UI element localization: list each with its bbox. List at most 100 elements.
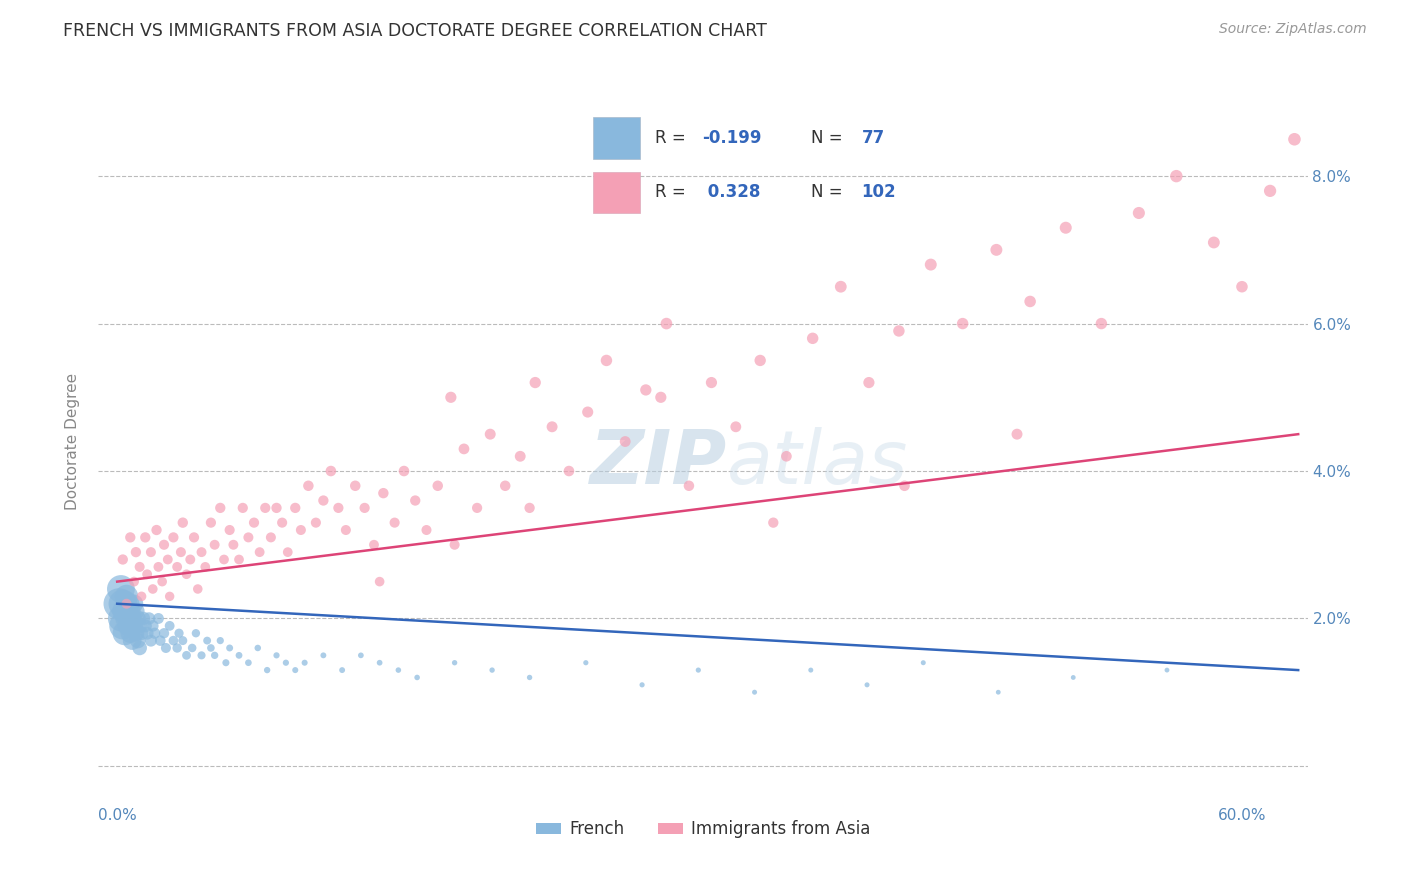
Point bbox=[127, 633, 149, 648]
Point bbox=[243, 516, 266, 530]
Point bbox=[294, 656, 316, 670]
Text: atlas: atlas bbox=[727, 427, 908, 500]
Point bbox=[153, 538, 176, 552]
Point bbox=[277, 545, 299, 559]
Point bbox=[350, 648, 373, 663]
Point bbox=[128, 640, 150, 655]
Point bbox=[204, 648, 226, 663]
Point bbox=[373, 486, 395, 500]
Point bbox=[260, 530, 283, 544]
Point bbox=[328, 500, 350, 515]
Point bbox=[762, 516, 785, 530]
Point bbox=[212, 552, 235, 566]
Y-axis label: Doctorate Degree: Doctorate Degree bbox=[65, 373, 80, 510]
Point bbox=[115, 611, 138, 625]
Point bbox=[150, 574, 173, 589]
Point bbox=[246, 640, 269, 655]
Point bbox=[122, 574, 145, 589]
Point bbox=[187, 582, 209, 596]
Point bbox=[179, 552, 201, 566]
Point bbox=[114, 626, 136, 640]
Point bbox=[190, 545, 212, 559]
Point bbox=[142, 582, 165, 596]
Point bbox=[800, 663, 823, 677]
Point bbox=[305, 516, 328, 530]
Point bbox=[190, 648, 212, 663]
Point bbox=[176, 648, 198, 663]
Point bbox=[143, 626, 166, 640]
Point bbox=[271, 516, 294, 530]
Point bbox=[131, 626, 153, 640]
Point bbox=[115, 597, 138, 611]
Point bbox=[312, 648, 335, 663]
Point bbox=[120, 626, 142, 640]
Point bbox=[987, 685, 1010, 699]
Point bbox=[209, 500, 232, 515]
Point bbox=[312, 493, 335, 508]
Point bbox=[194, 560, 217, 574]
Point bbox=[218, 640, 240, 655]
Point bbox=[440, 390, 463, 404]
Point bbox=[524, 376, 547, 390]
Point bbox=[519, 670, 541, 684]
Point bbox=[284, 663, 307, 677]
Point bbox=[519, 500, 541, 515]
Point bbox=[139, 545, 162, 559]
Point bbox=[1166, 169, 1188, 183]
Point bbox=[404, 493, 426, 508]
Point bbox=[200, 640, 222, 655]
Point bbox=[494, 479, 516, 493]
Point bbox=[749, 353, 772, 368]
Point bbox=[222, 538, 245, 552]
Point bbox=[387, 663, 409, 677]
Point bbox=[1156, 663, 1178, 677]
Point bbox=[117, 619, 139, 633]
Point bbox=[142, 619, 165, 633]
Point bbox=[575, 656, 598, 670]
Text: FRENCH VS IMMIGRANTS FROM ASIA DOCTORATE DEGREE CORRELATION CHART: FRENCH VS IMMIGRANTS FROM ASIA DOCTORATE… bbox=[63, 22, 768, 40]
Point bbox=[117, 597, 139, 611]
Point bbox=[228, 552, 250, 566]
Point bbox=[110, 611, 132, 625]
Point bbox=[153, 626, 176, 640]
Point bbox=[368, 656, 391, 670]
Point bbox=[368, 574, 391, 589]
Point bbox=[700, 376, 723, 390]
Point bbox=[893, 479, 915, 493]
Point bbox=[330, 663, 353, 677]
Point bbox=[238, 530, 260, 544]
Point bbox=[184, 626, 207, 640]
Point bbox=[136, 567, 159, 582]
Point bbox=[479, 427, 502, 442]
Point bbox=[120, 604, 142, 618]
Point bbox=[986, 243, 1008, 257]
Point bbox=[344, 479, 367, 493]
Point bbox=[159, 619, 181, 633]
Point bbox=[232, 500, 254, 515]
Point bbox=[912, 656, 935, 670]
Point bbox=[363, 538, 385, 552]
Point bbox=[775, 450, 797, 464]
Point bbox=[1005, 427, 1028, 442]
Point bbox=[111, 619, 134, 633]
Point bbox=[595, 353, 617, 368]
Point bbox=[443, 656, 465, 670]
Point bbox=[406, 670, 429, 684]
Legend: French, Immigrants from Asia: French, Immigrants from Asia bbox=[529, 814, 877, 845]
Point bbox=[254, 500, 277, 515]
Point bbox=[481, 663, 503, 677]
Point bbox=[204, 538, 226, 552]
Point bbox=[122, 619, 145, 633]
Point bbox=[392, 464, 415, 478]
Point bbox=[228, 648, 250, 663]
Point bbox=[353, 500, 375, 515]
Point bbox=[115, 590, 138, 604]
Point bbox=[149, 633, 172, 648]
Point bbox=[887, 324, 910, 338]
Point bbox=[148, 560, 170, 574]
Point bbox=[541, 419, 564, 434]
Point bbox=[125, 545, 148, 559]
Point bbox=[1284, 132, 1306, 146]
Point bbox=[200, 516, 222, 530]
Point bbox=[266, 500, 288, 515]
